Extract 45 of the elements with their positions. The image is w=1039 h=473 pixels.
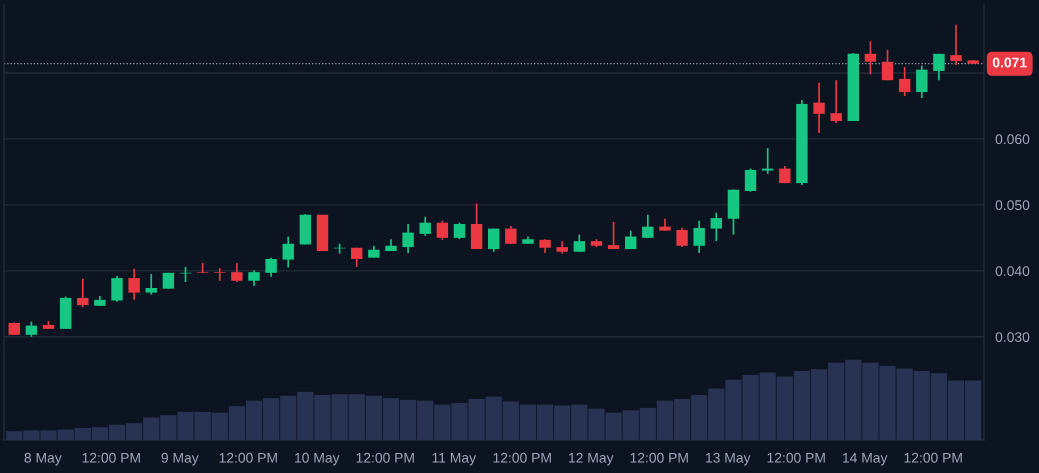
- x-tick-label: 10 May: [295, 452, 340, 466]
- candlestick: [436, 219, 449, 241]
- candlestick: [693, 219, 705, 254]
- candlestick: [402, 223, 414, 254]
- candlestick: [933, 52, 945, 82]
- candlestick: [214, 267, 226, 282]
- x-tick-label: 12:00 PM: [82, 452, 140, 463]
- candlestick: [761, 147, 774, 175]
- x-tick-label: 11 May: [432, 453, 476, 466]
- candlestick: [145, 273, 157, 296]
- candlestick: [830, 79, 842, 124]
- y-tick-label: 0.040: [995, 266, 1030, 277]
- x-tick-label: 12:00 PM: [630, 452, 688, 463]
- candlestick: [950, 23, 962, 66]
- ref-line-label: 0.071: [992, 57, 1027, 68]
- x-tick-label: 12:00 PM: [493, 452, 551, 463]
- candlestick: [419, 215, 431, 237]
- candlestick: [607, 221, 620, 250]
- x-tick-label: 8 May: [24, 452, 62, 466]
- x-tick-label: 14 May: [843, 453, 888, 466]
- y-tick-label: 0.050: [995, 200, 1030, 211]
- candlestick: [676, 227, 688, 248]
- candlestick: [128, 268, 140, 301]
- x-tick-label: 12:00 PM: [767, 452, 825, 463]
- x-tick-label: 12:00 PM: [356, 452, 414, 463]
- candlestick: [898, 66, 911, 97]
- candlestick: [77, 277, 89, 308]
- candlestick: [813, 82, 825, 134]
- candlestick: [111, 275, 123, 303]
- candlestick: [710, 211, 723, 242]
- x-tick-label: 12:00 PM: [904, 452, 962, 463]
- candlestick: [916, 64, 928, 99]
- y-tick-label: 0.060: [995, 134, 1030, 145]
- candlestick: [744, 167, 757, 193]
- candlestick: [265, 256, 277, 278]
- x-tick-label: 13 May: [706, 452, 751, 466]
- candlestick: [231, 262, 243, 283]
- candlestick: [881, 49, 894, 82]
- candlestick: [642, 213, 654, 239]
- candlestick: [864, 40, 877, 76]
- x-tick-label: 12 May: [569, 452, 614, 466]
- y-tick-label: 0.030: [995, 332, 1030, 342]
- x-tick-label: 9 May: [161, 452, 199, 466]
- x-tick-label: 12:00 PM: [219, 452, 277, 463]
- candlestick: [282, 235, 294, 269]
